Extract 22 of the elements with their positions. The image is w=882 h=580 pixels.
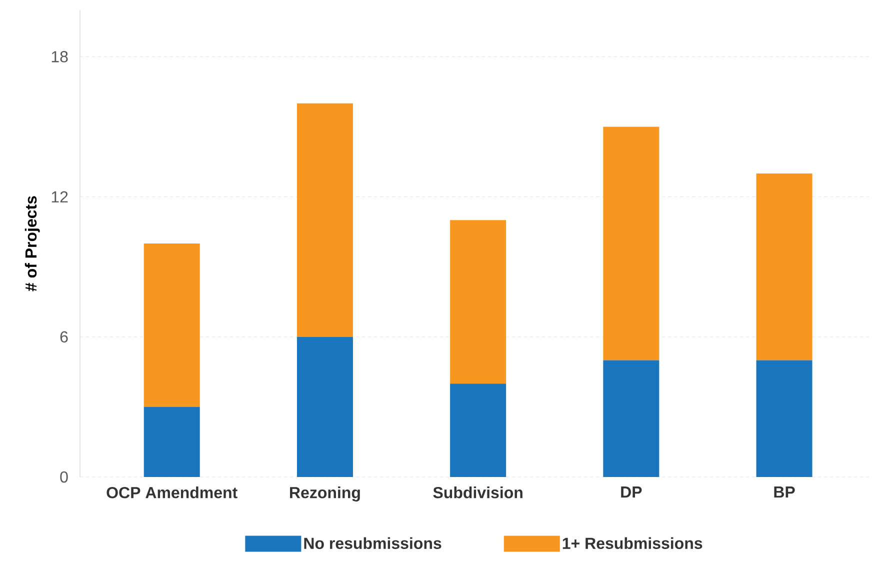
bar [296, 336, 353, 477]
x-tick-label: Subdivision [433, 486, 522, 498]
bar [450, 220, 506, 384]
bar [450, 384, 506, 477]
legend-label: 1+ Resubmissions [562, 537, 702, 549]
y-tick-label: 0 [60, 471, 68, 483]
bar [603, 360, 660, 477]
x-tick-label: Rezoning [290, 486, 360, 502]
bar [144, 406, 200, 477]
bar [296, 103, 353, 337]
bar [756, 360, 812, 477]
y-tick-label: 6 [60, 331, 68, 343]
x-tick-label: OCP Amendment [106, 486, 238, 498]
x-tick-label: DP [621, 486, 642, 498]
legend-label: No resubmissions [304, 537, 442, 549]
y-tick-label: 12 [52, 191, 68, 202]
y-axis-title: # of Projects [24, 196, 40, 292]
bar [603, 126, 660, 360]
bar [756, 173, 812, 360]
x-tick-label: BP [774, 486, 795, 498]
bar [144, 243, 200, 407]
y-tick-label: 18 [52, 51, 68, 62]
